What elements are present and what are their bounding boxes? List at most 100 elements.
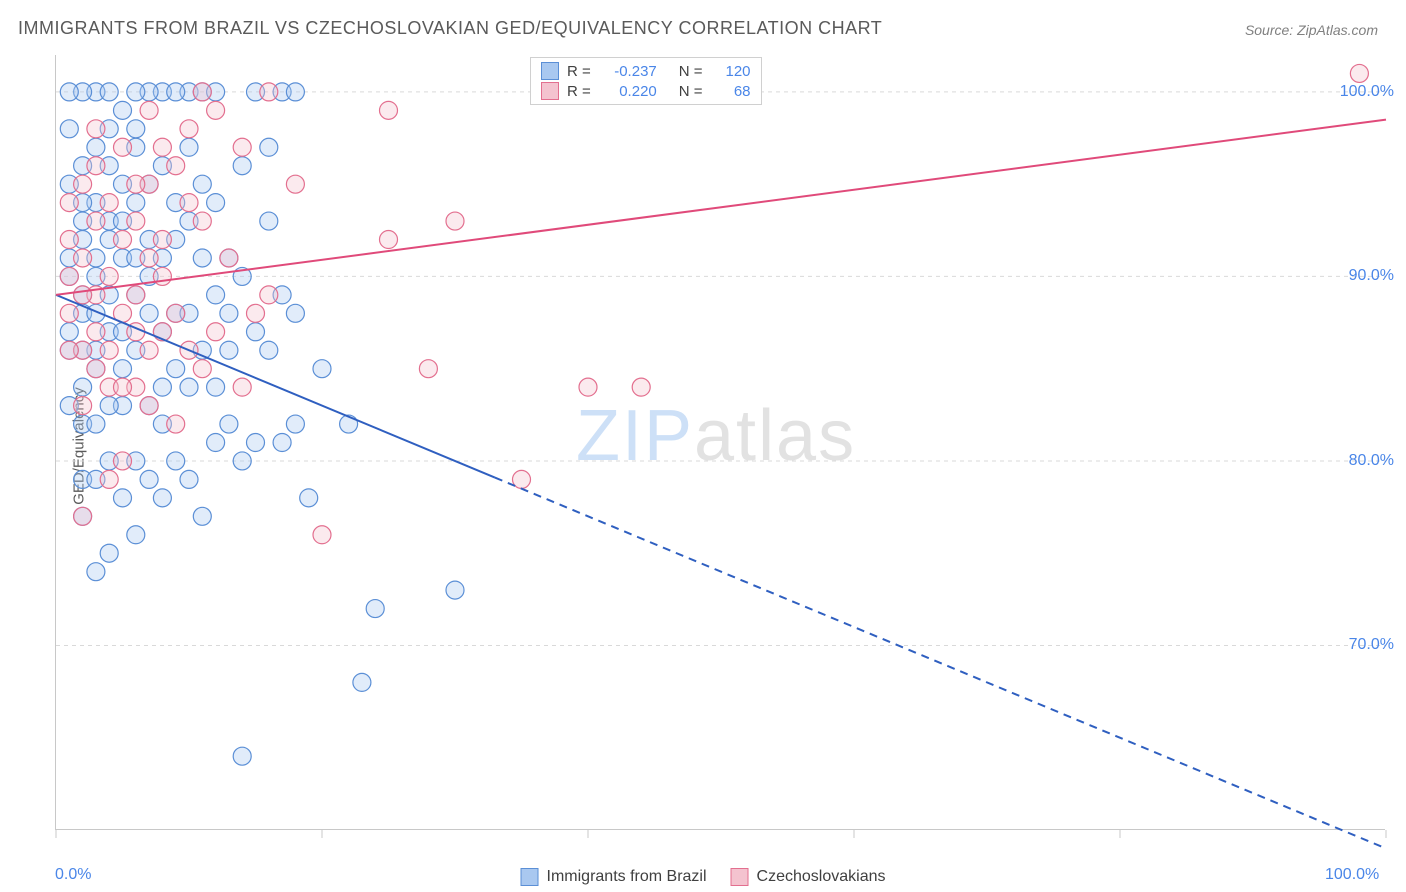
data-point-brazil: [286, 304, 304, 322]
data-point-brazil: [100, 397, 118, 415]
legend-r-value: -0.237: [603, 63, 657, 80]
data-point-brazil: [114, 489, 132, 507]
data-point-czech: [579, 378, 597, 396]
legend-row: R =0.220N =68: [541, 82, 751, 100]
data-point-brazil: [87, 138, 105, 156]
data-point-brazil: [207, 378, 225, 396]
data-point-czech: [167, 304, 185, 322]
data-point-brazil: [260, 212, 278, 230]
data-point-brazil: [193, 507, 211, 525]
data-point-czech: [207, 323, 225, 341]
legend-swatch: [541, 62, 559, 80]
data-point-brazil: [180, 138, 198, 156]
trendline-czech: [56, 120, 1386, 295]
data-point-brazil: [140, 470, 158, 488]
data-point-brazil: [127, 526, 145, 544]
data-point-czech: [140, 101, 158, 119]
data-point-brazil: [87, 415, 105, 433]
legend-item: Immigrants from Brazil: [521, 868, 707, 886]
data-point-czech: [1350, 64, 1368, 82]
data-point-brazil: [220, 415, 238, 433]
data-point-czech: [87, 323, 105, 341]
data-point-czech: [167, 157, 185, 175]
data-point-czech: [60, 341, 78, 359]
data-point-brazil: [127, 120, 145, 138]
y-tick-label: 100.0%: [1340, 83, 1394, 101]
y-tick-label: 70.0%: [1349, 636, 1394, 654]
data-point-czech: [632, 378, 650, 396]
data-point-czech: [260, 83, 278, 101]
data-point-brazil: [207, 286, 225, 304]
data-point-brazil: [180, 378, 198, 396]
data-point-czech: [100, 267, 118, 285]
legend-label: Immigrants from Brazil: [547, 868, 707, 886]
data-point-czech: [127, 286, 145, 304]
data-point-brazil: [233, 157, 251, 175]
data-point-czech: [87, 120, 105, 138]
data-point-brazil: [193, 175, 211, 193]
y-tick-label: 80.0%: [1349, 452, 1394, 470]
data-point-czech: [247, 304, 265, 322]
data-point-czech: [140, 249, 158, 267]
data-point-czech: [153, 138, 171, 156]
data-point-brazil: [313, 360, 331, 378]
data-point-brazil: [60, 120, 78, 138]
data-point-czech: [74, 397, 92, 415]
data-point-brazil: [286, 83, 304, 101]
data-point-czech: [74, 175, 92, 193]
data-point-brazil: [366, 600, 384, 618]
data-point-czech: [193, 212, 211, 230]
data-point-czech: [233, 138, 251, 156]
data-point-brazil: [193, 249, 211, 267]
legend-r-value: 0.220: [603, 83, 657, 100]
data-point-czech: [153, 267, 171, 285]
data-point-czech: [193, 360, 211, 378]
data-point-brazil: [233, 452, 251, 470]
legend-n-label: N =: [679, 83, 703, 100]
series-legend: Immigrants from Brazil Czechoslovakians: [521, 868, 886, 886]
data-point-brazil: [60, 83, 78, 101]
legend-n-value: 68: [715, 83, 751, 100]
data-point-czech: [313, 526, 331, 544]
legend-n-value: 120: [715, 63, 751, 80]
data-point-czech: [100, 341, 118, 359]
data-point-czech: [87, 212, 105, 230]
data-point-brazil: [74, 378, 92, 396]
data-point-czech: [419, 360, 437, 378]
data-point-brazil: [207, 434, 225, 452]
data-point-czech: [140, 397, 158, 415]
legend-swatch: [521, 868, 539, 886]
y-tick-label: 90.0%: [1349, 267, 1394, 285]
data-point-brazil: [247, 323, 265, 341]
source-attribution: Source: ZipAtlas.com: [1245, 22, 1378, 38]
x-tick-label: 0.0%: [55, 866, 91, 884]
data-point-brazil: [167, 452, 185, 470]
data-point-brazil: [207, 194, 225, 212]
data-point-czech: [100, 470, 118, 488]
data-point-czech: [207, 101, 225, 119]
data-point-brazil: [446, 581, 464, 599]
scatter-svg: [56, 55, 1385, 829]
data-point-brazil: [127, 194, 145, 212]
data-point-brazil: [353, 673, 371, 691]
data-point-czech: [127, 212, 145, 230]
data-point-czech: [140, 341, 158, 359]
data-point-czech: [74, 507, 92, 525]
data-point-brazil: [167, 360, 185, 378]
data-point-brazil: [87, 563, 105, 581]
data-point-czech: [60, 194, 78, 212]
data-point-czech: [153, 231, 171, 249]
data-point-brazil: [247, 434, 265, 452]
data-point-czech: [87, 360, 105, 378]
data-point-brazil: [153, 489, 171, 507]
legend-label: Czechoslovakians: [757, 868, 886, 886]
data-point-brazil: [260, 138, 278, 156]
data-point-czech: [380, 231, 398, 249]
data-point-brazil: [273, 434, 291, 452]
data-point-brazil: [220, 304, 238, 322]
data-point-brazil: [167, 83, 185, 101]
data-point-czech: [60, 267, 78, 285]
legend-r-label: R =: [567, 63, 591, 80]
data-point-czech: [60, 304, 78, 322]
data-point-brazil: [180, 470, 198, 488]
